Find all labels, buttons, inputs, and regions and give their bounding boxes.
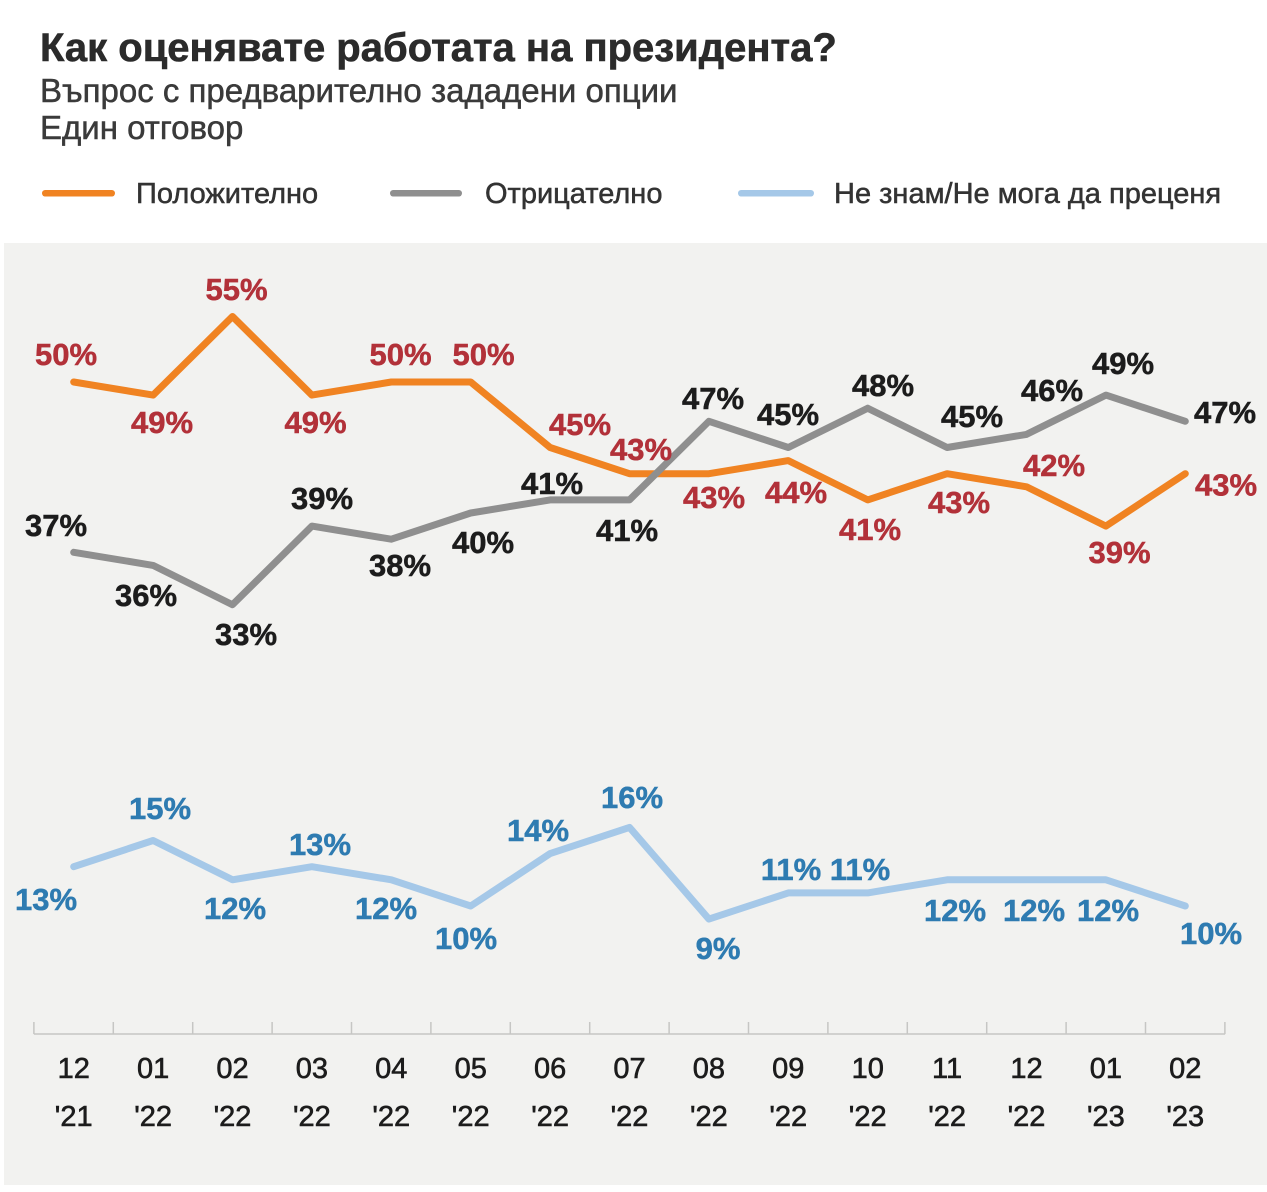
svg-text:02: 02 <box>216 1053 248 1085</box>
svg-text:41%: 41% <box>596 513 658 548</box>
svg-text:41%: 41% <box>521 466 583 501</box>
svg-text:50%: 50% <box>452 337 514 372</box>
svg-text:Как оценявате работата на през: Как оценявате работата на президента? <box>40 26 837 70</box>
svg-text:16%: 16% <box>601 780 663 815</box>
svg-text:07: 07 <box>613 1053 645 1085</box>
svg-text:'22: '22 <box>134 1101 172 1133</box>
svg-text:13%: 13% <box>289 827 351 862</box>
svg-text:01: 01 <box>1090 1053 1122 1085</box>
svg-text:55%: 55% <box>205 272 267 307</box>
svg-text:45%: 45% <box>549 407 611 442</box>
svg-text:12%: 12% <box>924 893 986 928</box>
svg-text:13%: 13% <box>15 882 77 917</box>
svg-text:Не знам/Не мога да преценя: Не знам/Не мога да преценя <box>834 178 1221 210</box>
svg-text:10%: 10% <box>435 921 497 956</box>
svg-text:12: 12 <box>1010 1053 1042 1085</box>
svg-text:50%: 50% <box>35 337 97 372</box>
svg-text:45%: 45% <box>757 397 819 432</box>
svg-text:'22: '22 <box>372 1101 410 1133</box>
svg-text:12%: 12% <box>1077 893 1139 928</box>
svg-text:37%: 37% <box>25 508 87 543</box>
svg-text:12: 12 <box>58 1053 90 1085</box>
svg-text:46%: 46% <box>1021 373 1083 408</box>
svg-text:05: 05 <box>455 1053 487 1085</box>
svg-text:43%: 43% <box>610 432 672 467</box>
svg-text:12%: 12% <box>1003 893 1065 928</box>
svg-text:39%: 39% <box>1088 535 1150 570</box>
svg-text:43%: 43% <box>928 485 990 520</box>
svg-text:47%: 47% <box>682 381 744 416</box>
svg-text:49%: 49% <box>284 405 346 440</box>
svg-text:03: 03 <box>296 1053 328 1085</box>
svg-text:36%: 36% <box>115 578 177 613</box>
svg-text:01: 01 <box>137 1053 169 1085</box>
svg-text:02: 02 <box>1169 1053 1201 1085</box>
svg-text:39%: 39% <box>291 481 353 516</box>
svg-text:06: 06 <box>534 1053 566 1085</box>
svg-text:'21: '21 <box>55 1101 93 1133</box>
svg-text:'22: '22 <box>769 1101 807 1133</box>
svg-text:08: 08 <box>693 1053 725 1085</box>
svg-text:'22: '22 <box>690 1101 728 1133</box>
svg-text:43%: 43% <box>683 480 745 515</box>
svg-text:15%: 15% <box>129 791 191 826</box>
svg-text:40%: 40% <box>452 525 514 560</box>
svg-text:43%: 43% <box>1195 468 1257 503</box>
svg-text:'23: '23 <box>1087 1101 1125 1133</box>
svg-text:48%: 48% <box>852 368 914 403</box>
svg-text:14%: 14% <box>507 813 569 848</box>
svg-text:'22: '22 <box>849 1101 887 1133</box>
svg-text:9%: 9% <box>696 931 741 966</box>
svg-text:'22: '22 <box>611 1101 649 1133</box>
svg-text:Въпрос с предварително зададен: Въпрос с предварително зададени опции <box>40 72 677 109</box>
svg-text:44%: 44% <box>765 475 827 510</box>
svg-text:11: 11 <box>932 1053 962 1085</box>
svg-text:'22: '22 <box>293 1101 331 1133</box>
svg-text:50%: 50% <box>369 337 431 372</box>
svg-text:12%: 12% <box>204 891 266 926</box>
svg-text:10: 10 <box>852 1053 884 1085</box>
svg-text:'22: '22 <box>1008 1101 1046 1133</box>
svg-text:49%: 49% <box>1092 346 1154 381</box>
svg-text:10%: 10% <box>1180 916 1242 951</box>
svg-text:09: 09 <box>772 1053 804 1085</box>
svg-text:Един отговор: Един отговор <box>40 109 243 146</box>
svg-text:11%: 11% <box>830 852 890 887</box>
svg-text:'22: '22 <box>928 1101 966 1133</box>
svg-text:'22: '22 <box>452 1101 490 1133</box>
svg-text:41%: 41% <box>839 512 901 547</box>
svg-text:11%: 11% <box>761 852 821 887</box>
svg-text:04: 04 <box>375 1053 407 1085</box>
svg-text:49%: 49% <box>131 405 193 440</box>
svg-text:12%: 12% <box>355 891 417 926</box>
svg-text:38%: 38% <box>369 548 431 583</box>
svg-text:33%: 33% <box>215 617 277 652</box>
svg-text:47%: 47% <box>1194 395 1256 430</box>
svg-text:42%: 42% <box>1023 448 1085 483</box>
svg-text:45%: 45% <box>941 399 1003 434</box>
svg-text:Отрицателно: Отрицателно <box>485 178 662 210</box>
svg-text:Положително: Положително <box>136 178 318 210</box>
svg-text:'23: '23 <box>1166 1101 1204 1133</box>
svg-text:'22: '22 <box>531 1101 569 1133</box>
svg-text:'22: '22 <box>214 1101 252 1133</box>
